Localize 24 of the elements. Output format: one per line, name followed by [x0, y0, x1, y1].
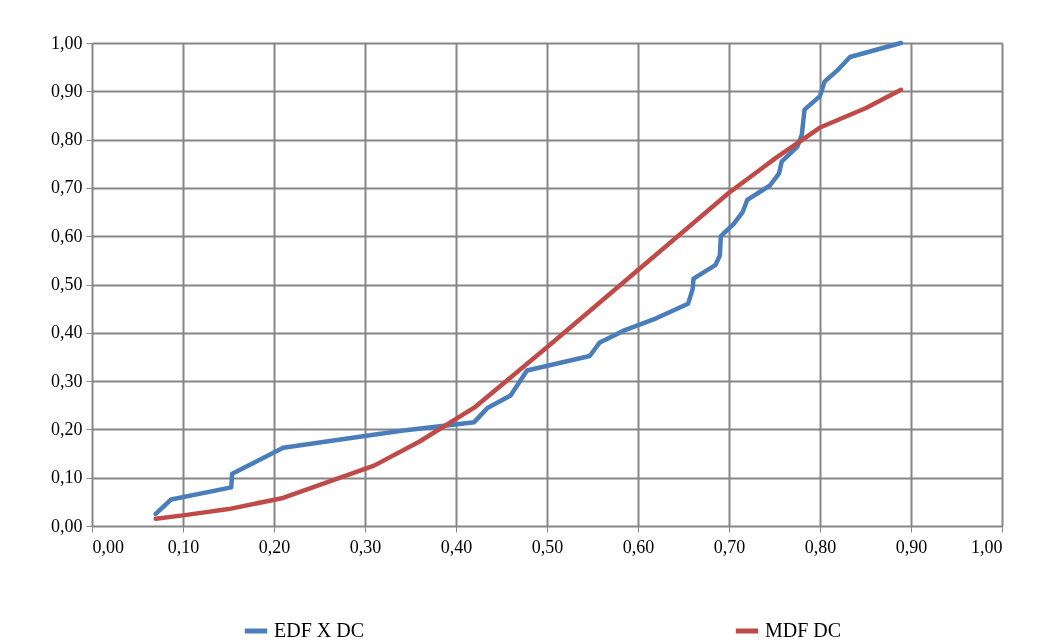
x-tick-label: 0,80	[804, 536, 837, 557]
x-tick-label: 0,20	[258, 536, 291, 557]
legend-label: EDF X DC	[274, 619, 365, 641]
x-tick-label: 0,10	[167, 536, 200, 557]
x-tick-label: 0,90	[895, 536, 928, 557]
x-tick-label: 0,30	[349, 536, 382, 557]
y-tick-label: 0,70	[51, 177, 83, 198]
y-tick-label: 0,60	[51, 225, 83, 246]
y-tick-label: 0,40	[51, 322, 83, 343]
y-tick-label: 0,90	[51, 80, 83, 101]
x-tick-label: 0,40	[440, 536, 473, 557]
x-tick-label: 0,60	[622, 536, 655, 557]
y-tick-label: 0,10	[51, 467, 83, 488]
y-tick-label: 1,00	[51, 32, 83, 53]
x-tick-label: 0,70	[713, 536, 746, 557]
x-tick-label: 0,00	[92, 536, 124, 557]
y-tick-label: 0,00	[51, 515, 83, 536]
x-tick-label: 0,50	[531, 536, 564, 557]
legend-label: MDF DC	[765, 619, 842, 641]
y-tick-label: 0,50	[51, 274, 83, 294]
x-tick-label: 1,00	[971, 536, 1003, 557]
y-tick-label: 0,80	[51, 129, 83, 150]
y-tick-label: 0,20	[51, 418, 83, 439]
y-tick-label: 0,30	[51, 370, 83, 391]
